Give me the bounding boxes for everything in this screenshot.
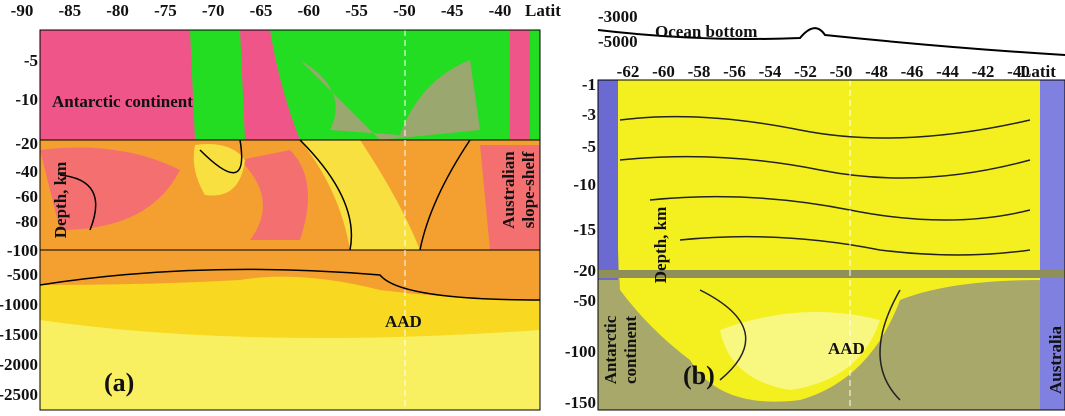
y-axis-label: Depth, km	[51, 162, 70, 239]
profile-tick-label: -5000	[598, 32, 638, 51]
x-tick-label: -45	[441, 1, 464, 20]
x-tick-label: -90	[11, 1, 34, 20]
x-tick-label: -58	[688, 62, 711, 81]
x-tick-label: -50	[393, 1, 416, 20]
y-tick-label: -10	[15, 90, 38, 109]
y-tick-label: -500	[7, 265, 38, 284]
panel-a-field	[39, 29, 541, 411]
annotation: Australian	[499, 151, 518, 229]
y-tick-label: -2000	[0, 355, 38, 374]
x-tick-label: -52	[794, 62, 817, 81]
x-tick-label: -50	[830, 62, 853, 81]
y-axis-label: Depth, km	[651, 207, 670, 284]
annotation: Antarctic continent	[52, 92, 193, 111]
annotation: slope-shelf	[519, 151, 538, 228]
y-tick-label: -20	[15, 134, 38, 153]
y-tick-label: -2500	[0, 385, 38, 404]
x-tick-label: -40	[1007, 62, 1030, 81]
x-tick-label: -48	[865, 62, 888, 81]
y-tick-label: -80	[15, 212, 38, 231]
x-tick-label: -65	[250, 1, 273, 20]
panel-b-field	[597, 27, 1065, 411]
annotation: Antarctic	[601, 315, 620, 384]
y-tick-label: -1000	[0, 295, 38, 314]
x-tick-label: -70	[202, 1, 225, 20]
x-tick-label: -85	[58, 1, 81, 20]
x-tick-label: -40	[489, 1, 512, 20]
y-tick-label: -100	[565, 342, 596, 361]
y-tick-label: -100	[7, 241, 38, 260]
y-tick-label: -1	[582, 75, 596, 94]
x-tick-label: -80	[106, 1, 129, 20]
x-axis-label: Latit	[525, 1, 561, 20]
x-tick-label: -54	[759, 62, 782, 81]
x-tick-label: -60	[297, 1, 320, 20]
x-tick-label: -42	[972, 62, 995, 81]
y-tick-label: -150	[565, 393, 596, 412]
y-tick-label: -50	[573, 291, 596, 310]
annotation: AAD	[828, 339, 865, 358]
x-tick-label: -44	[936, 62, 959, 81]
y-tick-label: -5	[24, 51, 38, 70]
x-tick-label: -55	[345, 1, 368, 20]
x-axis-label: Latit	[1020, 62, 1056, 81]
panel-tag: (a)	[104, 368, 134, 397]
y-tick-label: -5	[582, 137, 596, 156]
y-tick-label: -10	[573, 175, 596, 194]
x-tick-label: -62	[617, 62, 640, 81]
panel-tag: (b)	[683, 361, 715, 390]
y-tick-label: -20	[573, 261, 596, 280]
y-tick-label: -60	[15, 187, 38, 206]
x-tick-label: -46	[901, 62, 924, 81]
annotation: Australia	[1046, 326, 1065, 395]
profile-label: Ocean bottom	[655, 22, 757, 41]
y-tick-label: -15	[573, 220, 596, 239]
y-tick-label: -40	[15, 162, 38, 181]
profile-tick-label: -3000	[598, 7, 638, 26]
y-tick-label: -1500	[0, 325, 38, 344]
annotation: continent	[621, 316, 640, 384]
annotation: AAD	[385, 312, 422, 331]
x-tick-label: -60	[652, 62, 675, 81]
y-tick-label: -3	[582, 105, 596, 124]
x-tick-label: -56	[723, 62, 746, 81]
x-tick-label: -75	[154, 1, 177, 20]
